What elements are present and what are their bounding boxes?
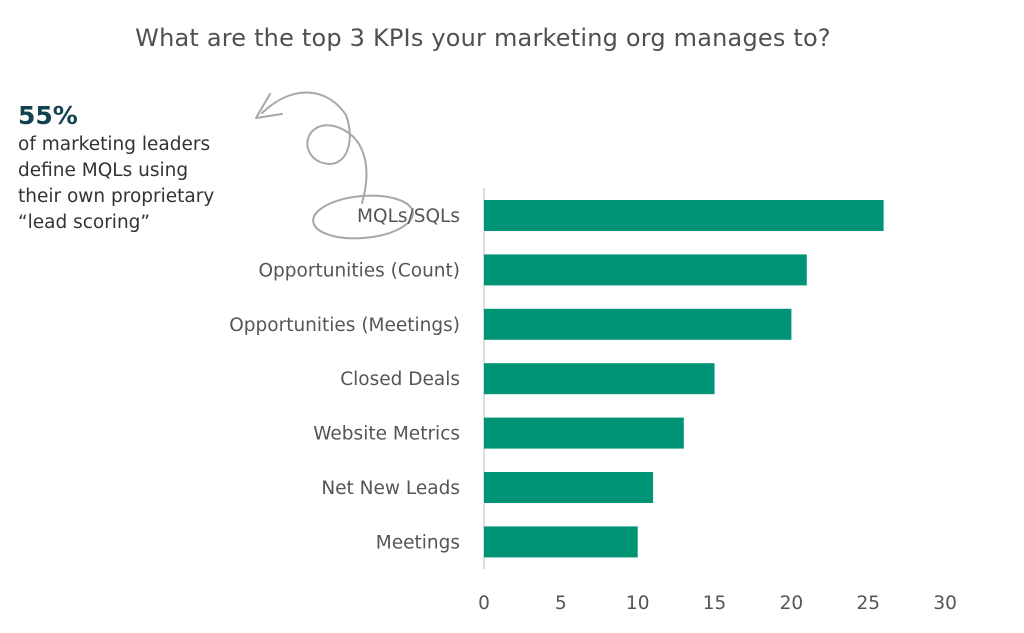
bar: [484, 200, 884, 231]
bar: [484, 472, 654, 503]
stat-callout: 55% of marketing leaders define MQLs usi…: [18, 100, 258, 236]
annotation-circle: [312, 194, 414, 240]
bar: [484, 363, 715, 395]
stat-description-line: of marketing leaders: [18, 134, 211, 155]
category-label: MQLs/SQLs: [357, 206, 460, 227]
bar: [484, 308, 792, 340]
stat-description-line: their own proprietary: [18, 186, 215, 207]
x-tick-label: 15: [703, 593, 727, 614]
x-tick-label: 25: [856, 593, 880, 614]
chart-title: What are the top 3 KPIs your marketing o…: [135, 24, 831, 52]
x-tick-label: 0: [478, 593, 490, 614]
stat-description-line: define MQLs using: [18, 160, 189, 181]
stat-percent: 55%: [18, 101, 78, 130]
x-tick-label: 30: [933, 593, 957, 614]
category-label: Closed Deals: [340, 369, 460, 390]
bar: [484, 526, 638, 558]
stat-description-line: “lead scoring”: [18, 212, 150, 233]
category-label: Website Metrics: [313, 424, 460, 445]
category-label: Meetings: [376, 532, 460, 553]
category-label: Net New Leads: [321, 478, 460, 499]
x-tick-label: 10: [626, 593, 650, 614]
annotation-arrow: [255, 91, 368, 204]
category-label: Opportunities (Meetings): [229, 315, 460, 336]
x-tick-label: 20: [780, 593, 804, 614]
bar: [484, 254, 807, 286]
x-tick-label: 5: [555, 593, 567, 614]
bar: [484, 417, 684, 449]
category-label: Opportunities (Count): [259, 260, 461, 281]
